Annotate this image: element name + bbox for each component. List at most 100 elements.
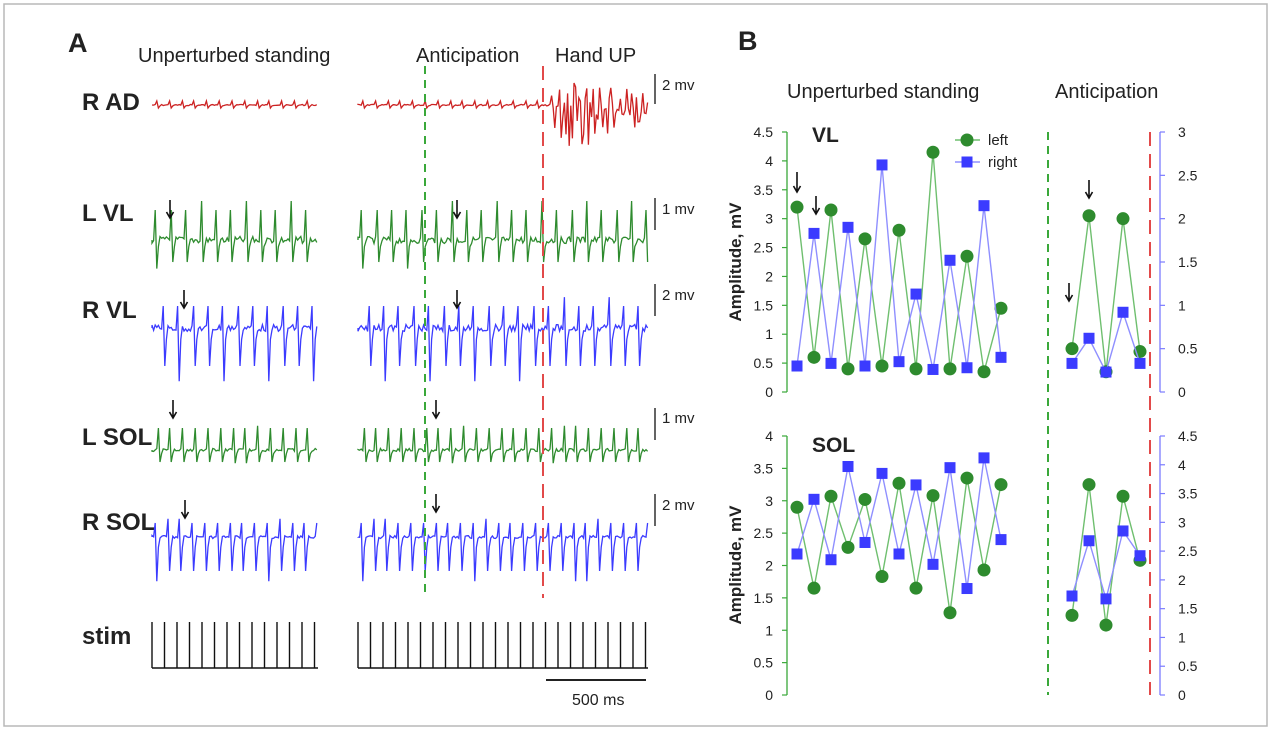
data-point-left [943, 362, 957, 376]
data-point-left [1116, 212, 1130, 226]
right-tick-label: 2 [1178, 211, 1186, 227]
data-point-right [876, 159, 888, 171]
data-point-right [859, 360, 871, 372]
chart-title: VL [812, 124, 839, 147]
right-tick-label: 2 [1178, 572, 1186, 588]
panel-b-letter: B [738, 26, 758, 56]
emg-arrow-icon [180, 500, 190, 520]
data-point-left [1065, 342, 1079, 356]
scale-label-r-vl: 2 mv [662, 287, 695, 304]
data-point-left [1099, 618, 1113, 632]
data-point-right [1134, 357, 1146, 369]
left-tick-label: 0.5 [754, 655, 774, 671]
chart-vl: 0 0.5 1 1.5 2 2.5 3 3.5 4 4.5 0 0.5 1 1.5 2 2.5 3 Amplitu… [726, 124, 1198, 400]
data-point-left [1082, 209, 1096, 223]
left-tick-label: 2 [765, 558, 773, 574]
left-tick-label: 4 [765, 153, 773, 169]
legend-label: right [988, 154, 1018, 171]
data-point-right [1117, 306, 1129, 318]
left-tick-label: 3 [765, 493, 773, 509]
trace-label-l-sol: L SOL [82, 424, 152, 451]
data-point-left [824, 203, 838, 217]
data-point-left [943, 606, 957, 620]
legend-marker [961, 156, 973, 168]
left-tick-label: 1 [765, 326, 773, 342]
data-point-left [1082, 478, 1096, 492]
amplitude-arrow-icon [1064, 283, 1074, 303]
data-point-right [1083, 332, 1095, 344]
data-point-left [994, 301, 1008, 315]
data-point-right [927, 558, 939, 570]
left-tick-label: 2 [765, 268, 773, 284]
right-tick-label: 4 [1178, 457, 1186, 473]
data-point-right [978, 452, 990, 464]
data-point-left [909, 581, 923, 595]
data-point-right [876, 467, 888, 479]
emg-arrow-icon [168, 400, 178, 420]
emg-arrow-icon [431, 400, 441, 420]
data-point-left [1116, 489, 1130, 503]
data-point-right [944, 254, 956, 266]
left-tick-label: 1.5 [754, 590, 774, 606]
trace-label-r-sol: R SOL [82, 509, 155, 536]
data-point-right [978, 200, 990, 212]
left-tick-label: 0 [765, 384, 773, 400]
legend-marker [960, 133, 974, 147]
right-tick-label: 0.5 [1178, 658, 1198, 674]
data-point-right [842, 461, 854, 473]
right-tick-label: 0 [1178, 384, 1186, 400]
data-point-left [994, 478, 1008, 492]
data-point-right [893, 548, 905, 560]
panel-a-header-handup: Hand UP [555, 45, 636, 67]
data-point-right [1066, 357, 1078, 369]
right-tick-label: 3 [1178, 124, 1186, 140]
left-tick-label: 3 [765, 211, 773, 227]
emg-trace-l-vl [151, 200, 649, 269]
right-tick-label: 1.5 [1178, 601, 1198, 617]
data-point-left [926, 489, 940, 503]
amplitude-arrow-icon [792, 172, 802, 194]
data-point-right [961, 583, 973, 595]
data-point-left [858, 492, 872, 506]
legend-label: left [988, 132, 1009, 149]
scale-label-l-sol: 1 mv [662, 410, 695, 427]
data-point-left [875, 359, 889, 373]
data-point-right [910, 479, 922, 491]
amplitude-arrow-icon [1084, 180, 1094, 200]
left-tick-label: 3.5 [754, 460, 774, 476]
data-point-left [892, 223, 906, 237]
data-point-right [995, 534, 1007, 546]
panel-b-header-unperturbed: Unperturbed standing [787, 81, 979, 103]
data-point-right [808, 493, 820, 505]
right-tick-label: 0.5 [1178, 341, 1198, 357]
chart-title: SOL [812, 434, 855, 457]
emg-arrow-icon [452, 290, 462, 310]
left-tick-label: 4.5 [754, 124, 774, 140]
data-point-right [791, 360, 803, 372]
emg-trace-r-vl [151, 297, 649, 382]
data-point-right [1083, 535, 1095, 547]
data-point-right [825, 357, 837, 369]
left-tick-label: 2.5 [754, 525, 774, 541]
y-axis-label: Amplitude, mV [726, 202, 745, 322]
right-tick-label: 2.5 [1178, 543, 1198, 559]
data-point-left [858, 232, 872, 246]
amplitude-arrow-icon [811, 196, 821, 216]
time-scale-label: 500 ms [572, 692, 624, 709]
data-point-right [791, 548, 803, 560]
data-point-right [893, 356, 905, 368]
data-point-left [790, 200, 804, 214]
trace-label-r-vl: R VL [82, 297, 137, 324]
emg-arrow-icon [452, 200, 462, 220]
right-tick-label: 1 [1178, 297, 1186, 313]
data-point-right [927, 363, 939, 375]
emg-trace-r-ad [151, 82, 649, 146]
stim-trace [151, 622, 648, 669]
emg-trace-r-sol [151, 518, 649, 582]
trace-label-l-vl: L VL [82, 200, 134, 227]
data-point-right [995, 351, 1007, 363]
panel-a-header-unperturbed: Unperturbed standing [138, 45, 330, 67]
chart-legend: left right [955, 132, 1018, 171]
right-tick-label: 3 [1178, 514, 1186, 530]
